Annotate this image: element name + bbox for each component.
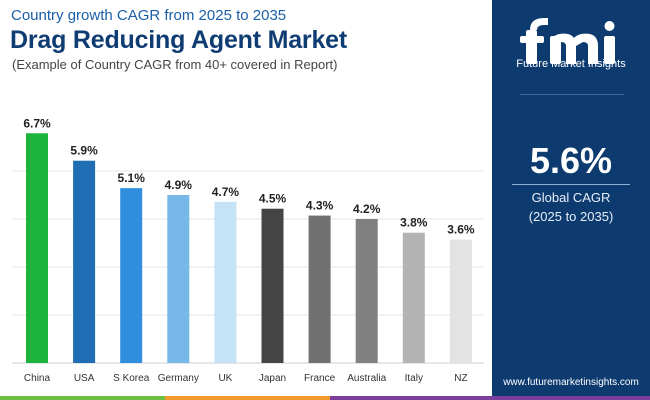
website-link[interactable]: www.futuremarketinsights.com [503, 377, 639, 388]
x-tick-label: Germany [158, 373, 199, 384]
bar-germany [167, 195, 190, 363]
chart-note: (Example of Country CAGR from 40+ covere… [12, 57, 338, 72]
logo-name: Future Market Insights [516, 58, 626, 70]
bar-nz [449, 239, 472, 363]
x-tick-label: China [24, 373, 51, 384]
x-tick-label: USA [74, 373, 95, 384]
data-label: 4.7% [212, 185, 240, 199]
bar-japan [261, 208, 284, 363]
cagr-label-line2: (2025 to 2035) [528, 209, 614, 224]
x-tick-label: Australia [347, 373, 386, 384]
sidebar-panel: Future Market Insights 5.6% Global CAGR … [492, 0, 650, 400]
header: Country growth CAGR from 2025 to 2035 Dr… [0, 0, 490, 95]
data-label: 3.8% [400, 216, 428, 230]
data-label: 5.1% [118, 171, 146, 185]
bottom-stripe-orange [165, 396, 330, 400]
bottom-stripe-purple [330, 396, 650, 400]
fmi-logo-icon [520, 18, 615, 64]
x-tick-label: UK [218, 373, 232, 384]
data-label: 5.9% [70, 144, 98, 158]
data-label: 3.6% [447, 223, 475, 237]
bottom-stripe-green [0, 396, 165, 400]
bar-australia [355, 219, 378, 363]
global-cagr-label: Global CAGR (2025 to 2035) [492, 188, 650, 226]
cagr-divider [512, 184, 630, 185]
chart-title: Drag Reducing Agent Market [10, 26, 347, 54]
bar-china [26, 133, 48, 363]
bar-chart: 6.7% China 5.9% USA 5.1% S Korea 4.9% Germany 4.… [12, 116, 484, 384]
panel-divider [520, 94, 624, 95]
x-tick-label: S Korea [113, 373, 150, 384]
bar-s-korea [120, 188, 143, 363]
global-cagr-value: 5.6% [529, 140, 613, 181]
cagr-label-line1: Global CAGR [531, 190, 611, 205]
bar-uk [214, 201, 237, 363]
data-label: 4.9% [165, 178, 193, 192]
chart-subtitle: Country growth CAGR from 2025 to 2035 [11, 7, 287, 24]
x-tick-label: Japan [259, 373, 286, 384]
data-label: 4.5% [259, 192, 287, 206]
bar-france [308, 215, 331, 363]
x-tick-label: NZ [454, 373, 467, 384]
data-label: 6.7% [23, 116, 51, 130]
bar-italy [402, 232, 425, 363]
bar-usa [73, 160, 96, 363]
data-label: 4.3% [306, 199, 334, 213]
x-tick-label: France [304, 373, 336, 384]
data-label: 4.2% [353, 202, 381, 216]
x-tick-label: Italy [405, 373, 423, 384]
